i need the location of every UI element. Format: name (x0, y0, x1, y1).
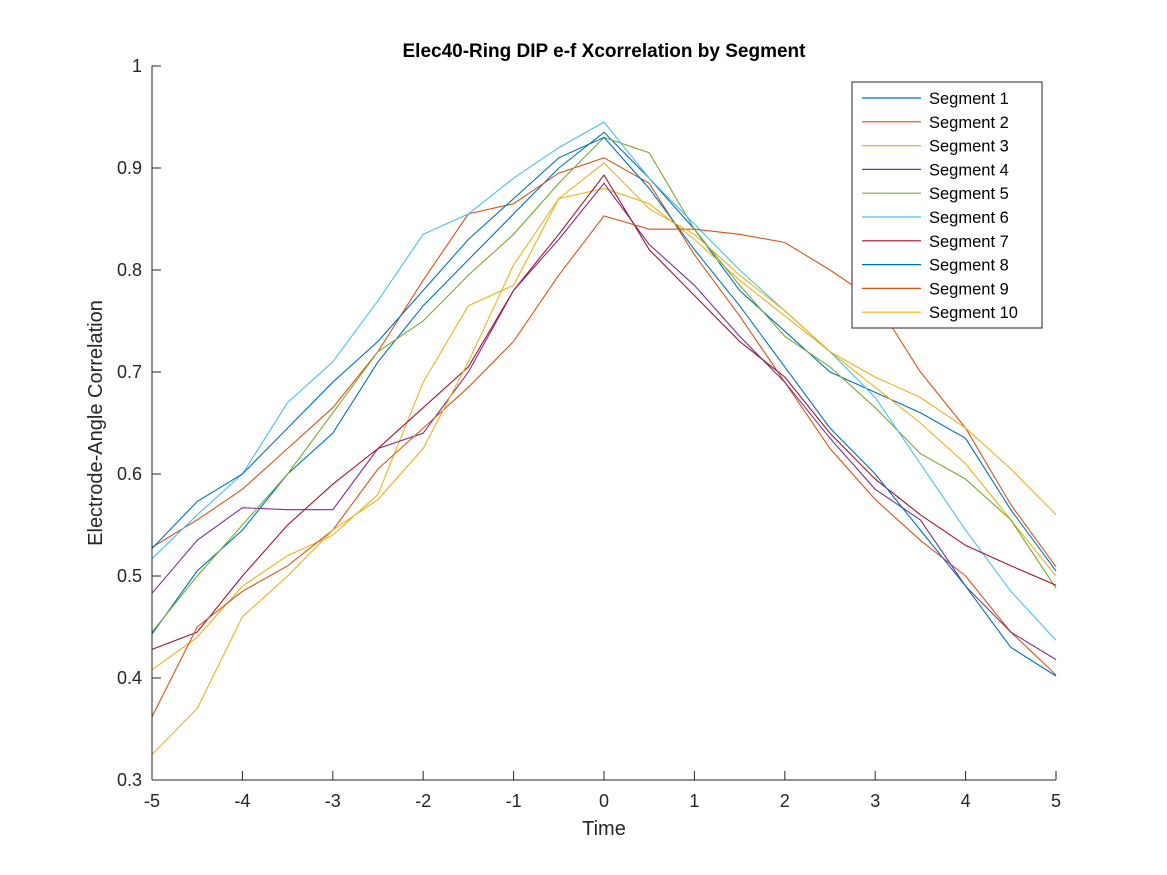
y-tick-label: 0.4 (117, 668, 142, 688)
legend: Segment 1 Segment 2 Segment 3 Segment 4 Segm… (851, 81, 1043, 329)
series-line-1 (151, 131, 1057, 635)
y-axis-title: Electrode-Angle Correlation (85, 300, 107, 546)
series-line-6 (151, 121, 1057, 641)
legend-label-3: Segment 3 (929, 138, 1009, 156)
legend-label-10: Segment 10 (929, 304, 1018, 322)
x-tick-label: -3 (325, 791, 341, 811)
chart-title: Elec40-Ring DIP e-f Xcorrelation by Segm… (403, 41, 807, 62)
legend-label-6: Segment 6 (929, 209, 1009, 227)
y-tick-label: 0.5 (117, 566, 142, 586)
legend-label-7: Segment 7 (929, 233, 1009, 251)
series-line-4 (151, 182, 1057, 661)
x-tick-label: 4 (961, 791, 971, 811)
plot-lines (151, 121, 1057, 755)
x-tick-label: -1 (506, 791, 522, 811)
legend-box (851, 81, 1043, 329)
x-tick-label: -2 (415, 791, 431, 811)
legend-label-4: Segment 4 (929, 161, 1009, 179)
x-tick-label: -5 (144, 791, 160, 811)
x-tick-label: 0 (599, 791, 609, 811)
axes: -5 -4 -3 -2 -1 0 1 2 3 4 5 0.3 0.4 0.5 0.6 0.7 0.8 0.9 1 (117, 56, 1061, 811)
y-tick-label: 0.8 (117, 260, 142, 280)
x-tick-label: 1 (689, 791, 699, 811)
y-tick-label: 0.3 (117, 770, 142, 790)
x-tick-label: -4 (234, 791, 250, 811)
y-tick-label: 0.6 (117, 464, 142, 484)
series-line-3 (151, 187, 1057, 671)
y-tick-label: 1 (132, 56, 142, 76)
series-line-9 (151, 215, 1057, 718)
series-line-8 (151, 136, 1057, 677)
legend-label-8: Segment 8 (929, 257, 1009, 275)
y-tick-label: 0.9 (117, 158, 142, 178)
legend-label-9: Segment 9 (929, 280, 1009, 298)
legend-label-2: Segment 2 (929, 114, 1009, 132)
series-line-10 (151, 162, 1057, 755)
x-tick-label: 2 (780, 791, 790, 811)
legend-label-5: Segment 5 (929, 185, 1009, 203)
series-line-7 (151, 174, 1057, 650)
x-tick-label: 5 (1051, 791, 1061, 811)
x-tick-label: 3 (870, 791, 880, 811)
series-line-2 (151, 157, 1057, 676)
x-axis-title: Time (582, 818, 626, 840)
legend-label-1: Segment 1 (929, 90, 1009, 108)
y-tick-label: 0.7 (117, 362, 142, 382)
